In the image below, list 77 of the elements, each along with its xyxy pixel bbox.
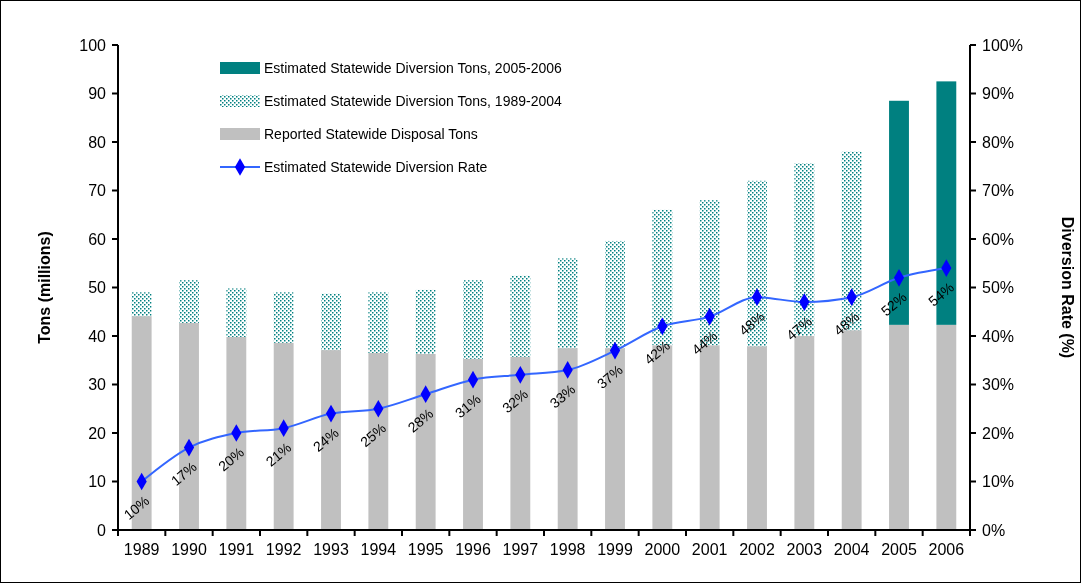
- x-tick-label: 1992: [265, 541, 302, 558]
- bar: [510, 275, 531, 357]
- y-tick-label: 60: [88, 230, 107, 248]
- x-tick-label: 1989: [123, 541, 160, 558]
- y-axis-title: Tons (millions): [36, 231, 53, 344]
- bar: [936, 324, 957, 530]
- data-label: 32%: [499, 385, 531, 417]
- y2-tick-label: 50%: [982, 279, 1015, 297]
- bar: [179, 280, 199, 323]
- y2-tick-label: 20%: [982, 424, 1015, 442]
- y-tick-label: 30: [88, 376, 107, 394]
- data-label: 54%: [925, 279, 957, 310]
- y-tick-label: 50: [88, 279, 107, 297]
- legend-label: Estimated Statewide Diversion Rate: [264, 158, 488, 175]
- data-label: 52%: [877, 288, 910, 320]
- data-label: 31%: [451, 390, 484, 421]
- y2-tick-label: 40%: [982, 327, 1015, 345]
- x-tick-label: 2001: [691, 541, 728, 558]
- y-tick-label: 90: [88, 85, 107, 103]
- x-tick-label: 2002: [739, 541, 775, 558]
- y2-tick-label: 80%: [982, 133, 1015, 151]
- y2-tick-label: 90%: [982, 85, 1015, 103]
- x-tick-label: 2005: [881, 541, 917, 558]
- y-tick-label: 20: [88, 424, 107, 442]
- data-label: 48%: [735, 308, 768, 339]
- x-tick-label: 1993: [313, 541, 349, 558]
- bar: [889, 324, 909, 530]
- bar: [131, 292, 152, 317]
- x-tick-label: 1990: [171, 541, 207, 558]
- x-tick-label: 2006: [928, 541, 965, 558]
- data-label: 42%: [641, 337, 673, 368]
- data-label: 47%: [783, 313, 815, 344]
- bar: [747, 346, 767, 530]
- bar: [415, 289, 436, 354]
- data-label: 33%: [546, 380, 579, 412]
- x-tick-label: 1996: [455, 541, 491, 558]
- data-label: 37%: [593, 361, 626, 392]
- bar: [557, 258, 578, 349]
- bar: [463, 280, 483, 359]
- bar: [226, 288, 247, 337]
- y2-tick-label: 70%: [982, 182, 1015, 200]
- x-tick-label: 2004: [833, 541, 870, 558]
- legend-label: Estimated Statewide Diversion Tons, 1989-2004: [264, 92, 563, 109]
- x-tick-label: 1995: [407, 541, 444, 558]
- data-label: 25%: [357, 419, 389, 451]
- legend-label: Estimated Statewide Diversion Tons, 2005-2006: [264, 59, 563, 76]
- y-tick-label: 10: [88, 473, 107, 491]
- bar: [273, 292, 294, 343]
- bar: [605, 240, 625, 349]
- data-label: 48%: [830, 308, 863, 339]
- y2-tick-label: 10%: [982, 473, 1015, 491]
- y-tick-label: 80: [88, 133, 107, 151]
- x-tick-label: 1998: [549, 541, 586, 558]
- legend-label: Reported Statewide Disposal Tons: [264, 125, 478, 142]
- y2-tick-label: 100%: [982, 36, 1023, 54]
- x-tick-label: 1994: [360, 541, 397, 558]
- y-tick-label: 40: [88, 327, 107, 345]
- bar: [368, 292, 389, 353]
- data-label: 28%: [404, 405, 437, 436]
- y-tick-label: 100: [79, 36, 107, 54]
- x-tick-label: 1991: [218, 541, 255, 558]
- y-tick-label: 0: [97, 521, 107, 539]
- x-tick-label: 1999: [597, 541, 633, 558]
- data-label: 44%: [688, 327, 721, 358]
- data-label: 21%: [262, 439, 295, 470]
- y2-tick-label: 30%: [982, 376, 1015, 394]
- data-label: 17%: [167, 458, 200, 489]
- data-label: 24%: [309, 424, 342, 455]
- y-tick-label: 70: [88, 182, 107, 200]
- x-tick-label: 1997: [502, 541, 539, 558]
- y2-axis-title: Diversion Rate (%): [1059, 216, 1076, 359]
- y2-tick-label: 0%: [982, 521, 1006, 539]
- x-tick-label: 2003: [786, 541, 823, 558]
- bar: [321, 293, 341, 351]
- y2-tick-label: 60%: [982, 230, 1015, 248]
- x-tick-label: 2000: [644, 541, 681, 558]
- data-label: 10%: [120, 492, 153, 523]
